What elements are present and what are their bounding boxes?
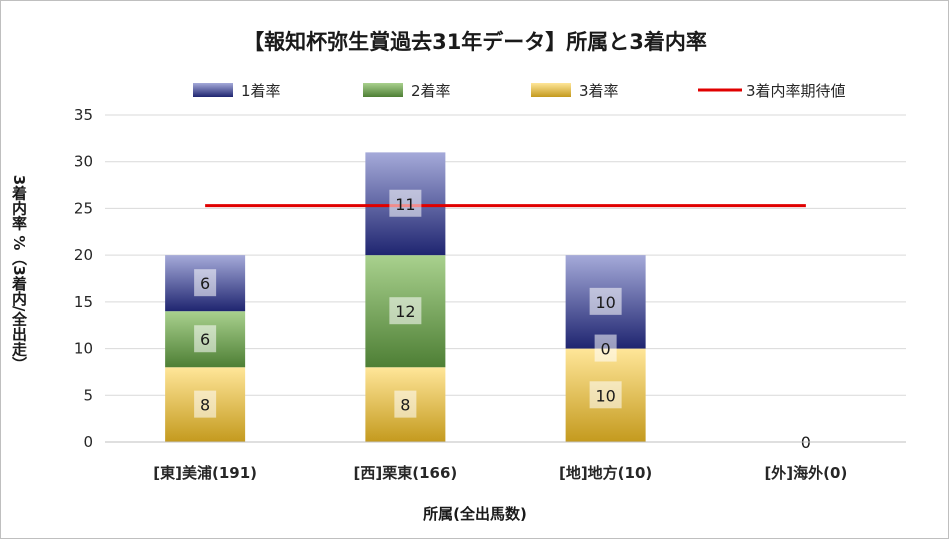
data-label: 10 xyxy=(595,386,615,405)
data-label-bg xyxy=(194,390,217,418)
y-tick-label: 25 xyxy=(74,199,93,217)
legend-label: 3着率 xyxy=(579,82,619,100)
y-tick-label: 5 xyxy=(83,386,93,404)
data-label: 0 xyxy=(601,340,611,359)
y-axis: 0 5 10 15 20 25 30 35 xyxy=(74,106,93,451)
legend-swatch xyxy=(531,83,571,97)
data-label: 10 xyxy=(595,293,615,312)
data-label-bg xyxy=(589,381,622,409)
y-tick-label: 20 xyxy=(74,246,93,264)
y-tick-label: 15 xyxy=(74,293,93,311)
chart-title: 【報知杯弥生賞過去31年データ】所属と3着内率 xyxy=(243,30,707,54)
legend-label: 1着率 xyxy=(241,82,281,100)
legend-swatch xyxy=(363,83,403,97)
legend-label: 3着内率期待値 xyxy=(746,82,846,100)
x-tick-label: [西]栗東(166) xyxy=(354,464,458,482)
x-tick-label: [外]海外(0) xyxy=(764,464,847,482)
data-label-bg xyxy=(589,287,622,315)
data-label: 11 xyxy=(395,195,415,214)
legend-label: 2着率 xyxy=(411,82,451,100)
y-axis-title: 3着内率 %（3着内/全出走） xyxy=(10,175,28,372)
data-label-bg xyxy=(389,297,422,325)
x-tick-label: [地]地方(10) xyxy=(559,464,652,482)
data-label: 12 xyxy=(395,302,415,321)
x-axis: [東]美浦(191) [西]栗東(166) [地]地方(10) [外]海外(0) xyxy=(105,441,906,482)
x-axis-title: 所属(全出馬数) xyxy=(423,505,527,523)
y-tick-label: 0 xyxy=(83,433,93,451)
data-label-bg xyxy=(194,269,217,297)
data-label: 8 xyxy=(200,396,210,415)
data-label: 8 xyxy=(400,396,410,415)
legend-swatch xyxy=(193,83,233,97)
y-tick-label: 35 xyxy=(74,106,93,124)
y-tick-label: 10 xyxy=(74,340,93,358)
y-tick-label: 30 xyxy=(74,153,93,171)
data-label-bg xyxy=(394,390,417,418)
legend: 1着率 2着率 3着率 3着内率期待値 xyxy=(193,82,846,100)
data-label-bg xyxy=(389,189,422,217)
data-label-bg xyxy=(594,334,617,362)
data-label-bg xyxy=(194,325,217,353)
data-label: 6 xyxy=(200,330,210,349)
data-label: 6 xyxy=(200,274,210,293)
x-tick-label: [東]美浦(191) xyxy=(153,464,257,482)
